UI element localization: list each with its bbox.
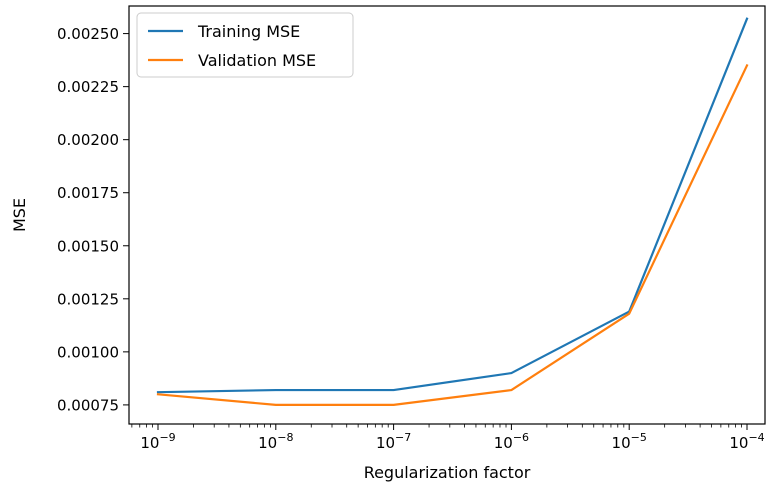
legend-box [136,12,354,78]
series-line-validation [156,63,749,406]
ticks-layer: 0.00075 0.00100 0.00125 0.00150 0.00175 0.002… [57,25,765,452]
x-axis-label: Regularization factor [364,463,531,482]
y-tick-label: 0.00175 [57,184,119,202]
y-tick-label: 0.00100 [57,343,119,361]
legend-label-training: Training MSE [197,22,300,41]
y-tick-label: 0.00125 [57,290,119,308]
x-tick-label: 10−7 [376,431,411,452]
plot-frame [128,5,766,425]
x-tick-label: 10−9 [140,431,175,452]
y-tick-label: 0.00225 [57,78,119,96]
series-layer [156,17,749,406]
x-tick-label: 10−8 [258,431,293,452]
x-tick-label: 10−6 [494,431,529,452]
x-tick-label: 10−4 [729,431,764,452]
y-tick-label: 0.00150 [57,237,119,255]
x-tick-label: 10−5 [612,431,647,452]
y-axis-label: MSE [10,198,29,232]
legend: Training MSE Validation MSE [136,12,354,78]
legend-label-validation: Validation MSE [198,51,316,70]
y-tick-label: 0.00250 [57,25,119,43]
y-tick-label: 0.00200 [57,131,119,149]
y-tick-label: 0.00075 [57,396,119,414]
series-line-training [156,17,749,394]
